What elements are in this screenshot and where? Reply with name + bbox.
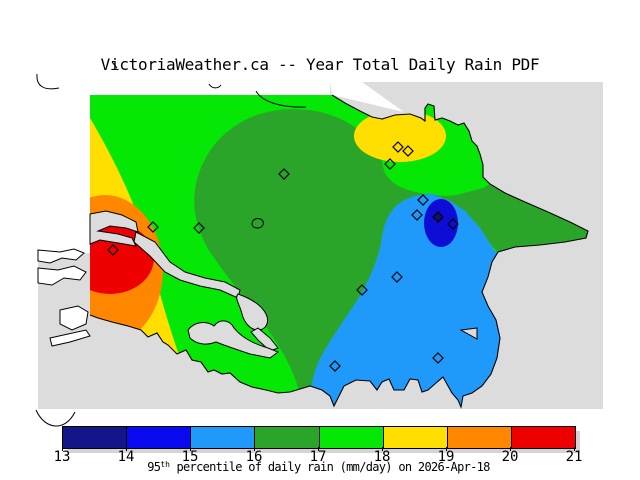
station-diamond-2: [193, 222, 205, 234]
colorbar-segment-16-17: [255, 427, 320, 448]
colorbar-tickmark-17: [318, 447, 319, 451]
station-diamond-7: [107, 244, 119, 256]
station-diamond-10: [432, 211, 444, 223]
colorbar-ticklabel-15: 15: [181, 449, 199, 465]
coast-arc-bottomleft: [35, 409, 76, 427]
east-coast-notch: [459, 327, 478, 340]
station-diamond-11: [447, 218, 459, 230]
coast-squiggle-top: [208, 83, 222, 89]
coast-dash-top: [111, 61, 118, 69]
outer-coast-fragments: [35, 61, 307, 427]
colorbar-segment-14-15: [127, 427, 192, 448]
page-title: VictoriaWeather.ca -- Year Total Daily R…: [100, 55, 540, 74]
map-edge-mask-nw-wedge: [330, 82, 404, 112]
colorbar-tickmark-16: [254, 447, 255, 451]
sooke-harbour-inlet: [89, 210, 139, 247]
colorbar-ticks: 13 14 15 16 17 18 19 20 21: [0, 447, 640, 465]
colorbar-tickmark-13: [62, 447, 63, 451]
caption-base: 95: [147, 460, 161, 474]
map-edge-mask-left: [38, 82, 90, 253]
station-diamond-4: [392, 141, 404, 153]
colorbar-ticklabel-21: 21: [565, 449, 583, 465]
colorbar-segment-15-16: [191, 427, 256, 448]
colorbar-tickmark-20: [510, 447, 511, 451]
colorbar-segment-17-18: [319, 427, 384, 448]
colorbar-ticklabel-13: 13: [53, 449, 71, 465]
outside-land-layer: [37, 248, 91, 347]
colorbar-tickmark-19: [446, 447, 447, 451]
contour-yellow-blob-north: [354, 110, 446, 162]
outside-land-spit: [49, 329, 91, 347]
colorbar-tickmark-18: [382, 447, 383, 451]
station-markers: [107, 141, 459, 372]
coast-arc-topleft: [36, 73, 60, 90]
colorbar-ticklabel-17: 17: [309, 449, 327, 465]
station-diamond-8: [417, 194, 429, 206]
small-lake-contour: [251, 218, 264, 229]
station-diamond-12: [391, 271, 403, 283]
station-diamond-13: [356, 284, 368, 296]
colorbar-caption: 95th percentile of daily rain (mm/day) o…: [62, 460, 575, 474]
map-edge-mask-top: [90, 82, 330, 95]
station-diamond-6: [384, 158, 396, 170]
station-diamond-15: [432, 352, 444, 364]
coast-arc-top-center: [255, 90, 307, 108]
colorbar-segment-18-19: [383, 427, 448, 448]
colorbar-segment-19-20: [447, 427, 512, 448]
colorbar-ticklabel-20: 20: [501, 449, 519, 465]
outside-land-peninsula-b: [37, 265, 87, 286]
outside-land-peninsula-a: [37, 248, 85, 264]
colorbar-ticklabel-16: 16: [245, 449, 263, 465]
inland-water-layer: [89, 210, 478, 359]
colorbar-ticklabel-19: 19: [437, 449, 455, 465]
colorbar-segment-13-14: [63, 427, 128, 448]
caption-rest: percentile of daily rain (mm/day) on 202…: [169, 460, 491, 474]
caption-sup: th: [160, 460, 170, 469]
station-diamond-9: [411, 209, 423, 221]
colorbar-segment-20-21: [511, 427, 575, 448]
contour-darkblue-core: [424, 199, 458, 247]
contour-lightblue-southeast: [305, 193, 520, 407]
contour-darkgreen-dome: [194, 109, 588, 407]
coastline-outline: [89, 94, 589, 409]
colorbar-tickmark-15: [190, 447, 191, 451]
colorbar-ticklabel-14: 14: [117, 449, 135, 465]
station-diamond-1: [147, 221, 159, 233]
colorbar: [62, 426, 576, 449]
outside-land-island: [59, 305, 89, 331]
colorbar-segments: [63, 427, 575, 448]
station-diamond-3: [278, 168, 290, 180]
colorbar-ticklabel-18: 18: [373, 449, 391, 465]
colorbar-tickmark-21: [574, 447, 575, 451]
station-diamond-5: [402, 145, 414, 157]
esquimalt-harbour-inlet: [187, 320, 280, 359]
station-diamond-14: [329, 360, 341, 372]
colorbar-tickmark-14: [126, 447, 127, 451]
